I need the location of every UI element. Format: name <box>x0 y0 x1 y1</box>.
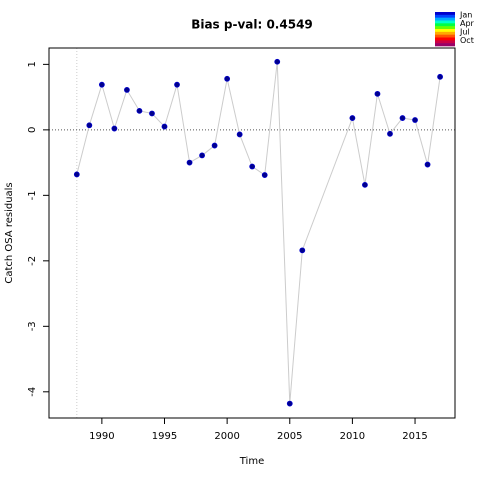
data-point <box>236 131 243 138</box>
x-axis-label: Time <box>239 456 264 467</box>
legend-swatch <box>435 31 455 35</box>
data-point <box>274 58 281 65</box>
y-tick-label: 0 <box>27 127 38 133</box>
data-point <box>437 73 443 80</box>
legend-swatch <box>435 23 455 27</box>
y-tick-label: -3 <box>27 321 38 331</box>
data-point <box>86 122 93 129</box>
legend-swatch <box>435 17 455 21</box>
x-tick-label: 2010 <box>340 431 365 442</box>
data-point <box>111 125 118 132</box>
data-point <box>136 107 143 114</box>
legend-label: Jul <box>459 28 470 37</box>
legend-label: Jan <box>459 11 472 20</box>
chart-title: Bias p-val: 0.4549 <box>191 18 313 32</box>
data-point <box>199 152 205 159</box>
data-point <box>387 130 393 137</box>
data-point <box>174 81 180 88</box>
legend-swatch <box>435 12 455 16</box>
data-point <box>286 400 293 407</box>
x-tick-label: 2005 <box>277 431 302 442</box>
legend-label: Apr <box>460 19 475 28</box>
series-line <box>76 61 441 404</box>
legend-swatch <box>435 34 455 38</box>
x-tick-label: 2015 <box>402 431 427 442</box>
legend-swatch <box>435 40 455 44</box>
plot-frame <box>48 47 456 419</box>
legend-swatch <box>435 14 455 18</box>
data-point <box>349 115 356 121</box>
data-point <box>261 172 268 178</box>
x-tick-label: 2000 <box>214 431 239 442</box>
data-point <box>362 181 368 188</box>
data-point <box>211 142 218 149</box>
y-axis-label: Catch OSA residuals <box>4 182 15 283</box>
y-tick-label: -2 <box>27 256 38 266</box>
legend-swatch <box>435 29 455 33</box>
data-point <box>186 159 193 166</box>
data-point <box>224 75 231 82</box>
y-tick-label: -1 <box>27 190 38 200</box>
data-point <box>412 117 418 123</box>
legend-swatch <box>435 26 455 30</box>
data-point <box>98 81 105 88</box>
y-tick-label: 1 <box>27 61 38 67</box>
data-point <box>124 87 130 93</box>
data-point <box>374 90 381 97</box>
data-point <box>73 171 80 178</box>
data-point <box>299 247 306 254</box>
legend-label: Oct <box>460 36 474 45</box>
x-tick-label: 1990 <box>89 431 114 442</box>
data-point <box>399 115 406 121</box>
legend-swatch <box>435 20 455 24</box>
y-tick-label: -4 <box>27 387 38 397</box>
data-point <box>249 163 256 170</box>
legend-swatch <box>435 37 455 41</box>
data-point <box>161 123 168 130</box>
x-tick-label: 1995 <box>152 431 177 442</box>
legend-swatch <box>435 43 455 47</box>
data-point <box>149 110 155 117</box>
data-point <box>424 161 431 168</box>
